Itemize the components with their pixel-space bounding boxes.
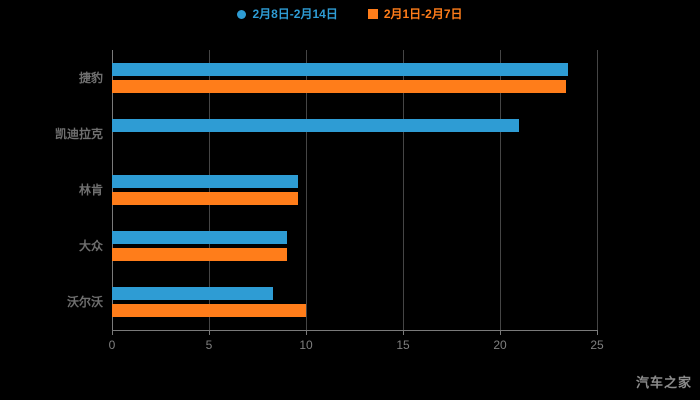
x-tick-mark: [597, 330, 598, 335]
gridline: [209, 50, 210, 330]
category-label: 大众: [78, 239, 103, 253]
category-label: 捷豹: [78, 71, 103, 85]
x-tick-label: 20: [493, 338, 507, 352]
y-axis-line: [112, 50, 113, 330]
x-tick-mark: [209, 330, 210, 335]
bar-series-0: [112, 287, 274, 300]
x-tick-label: 25: [590, 338, 604, 352]
legend-label: 2月8日-2月14日: [252, 7, 338, 21]
x-tick-mark: [112, 330, 113, 335]
bar-row: 林肯: [79, 162, 597, 218]
legend-label: 2月1日-2月7日: [383, 7, 463, 21]
legend-circle-icon: [237, 9, 247, 19]
watermark: 汽车之家: [635, 375, 692, 390]
bar-series-1: [112, 304, 306, 317]
gridline: [403, 50, 404, 330]
bar-row: 沃尔沃: [67, 274, 597, 330]
bars-layer: 捷豹凯迪拉克林肯大众沃尔沃: [55, 50, 597, 330]
gridline: [597, 50, 598, 330]
bar-series-1: [112, 248, 287, 261]
chart-legend: 2月8日-2月14日 2月1日-2月7日: [0, 8, 700, 20]
legend-item-1[interactable]: 2月1日-2月7日: [367, 7, 463, 21]
bar-series-0: [112, 63, 568, 76]
x-tick-label: 10: [299, 338, 313, 352]
x-tick-mark: [500, 330, 501, 335]
bar-series-0: [112, 175, 299, 188]
gridline: [306, 50, 307, 330]
x-tick-label: 5: [205, 338, 213, 352]
legend-square-icon: [367, 9, 378, 19]
x-tick-label: 15: [396, 338, 410, 352]
bar-series-0: [112, 231, 287, 244]
x-tick-mark: [403, 330, 404, 335]
gridline: [500, 50, 501, 330]
bar-series-1: [112, 80, 566, 93]
bar-series-0: [112, 119, 520, 132]
x-axis-line: [112, 330, 597, 331]
bar-row: 捷豹: [79, 50, 597, 106]
plot-area: 0 5 10 15 20 25 捷豹凯迪拉克林肯大众沃尔沃: [55, 50, 604, 351]
bar-row: 大众: [79, 218, 597, 274]
legend-item-0[interactable]: 2月8日-2月14日: [237, 7, 338, 21]
bar-series-1: [112, 192, 299, 205]
category-label: 沃尔沃: [66, 295, 103, 309]
x-tick-mark: [306, 330, 307, 335]
category-label: 林肯: [78, 183, 103, 197]
bar-row: 凯迪拉克: [55, 106, 597, 162]
category-label: 凯迪拉克: [54, 127, 103, 141]
x-tick-label: 0: [108, 338, 116, 352]
